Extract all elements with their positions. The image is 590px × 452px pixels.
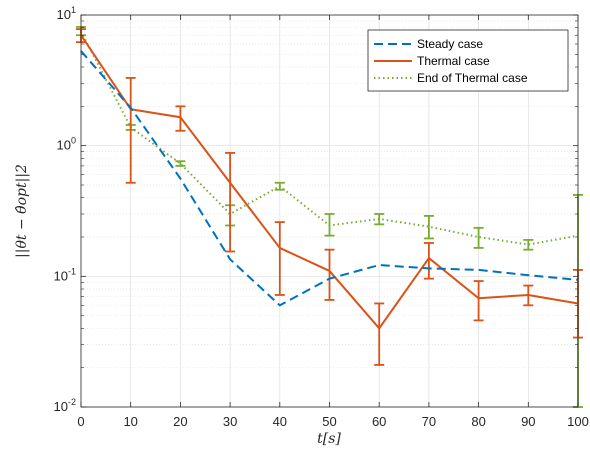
y-tick-label: 10-2 [54, 397, 76, 414]
legend-label: Steady case [417, 37, 483, 51]
y-tick-label: 101 [57, 5, 76, 22]
x-tick-label: 0 [77, 414, 84, 429]
axis-ticks: 0 10 20 30 40 50 60 70 80 90 100 10-2 10-1 100 101 [54, 5, 589, 429]
legend: Steady case Thermal case End of Thermal ca… [367, 29, 569, 92]
plot-lines [76, 26, 583, 408]
legend-label: Thermal case [417, 54, 490, 68]
x-tick-label: 80 [471, 414, 485, 429]
x-tick-label: 90 [521, 414, 535, 429]
x-tick-label: 30 [223, 414, 237, 429]
x-tick-label: 50 [322, 414, 336, 429]
x-axis-label: t[s] [317, 431, 341, 447]
x-tick-label: 60 [372, 414, 386, 429]
y-tick-label: 10-1 [54, 266, 76, 283]
x-tick-label: 100 [567, 414, 589, 429]
series-line [80, 50, 579, 307]
legend-label: End of Thermal case [417, 71, 528, 85]
x-tick-label: 70 [422, 414, 436, 429]
x-tick-label: 10 [123, 414, 137, 429]
y-axis-label: ||θt − θ̂opt||2 [14, 164, 30, 258]
x-tick-label: 40 [273, 414, 287, 429]
x-tick-label: 20 [173, 414, 187, 429]
y-tick-label: 100 [57, 136, 76, 153]
